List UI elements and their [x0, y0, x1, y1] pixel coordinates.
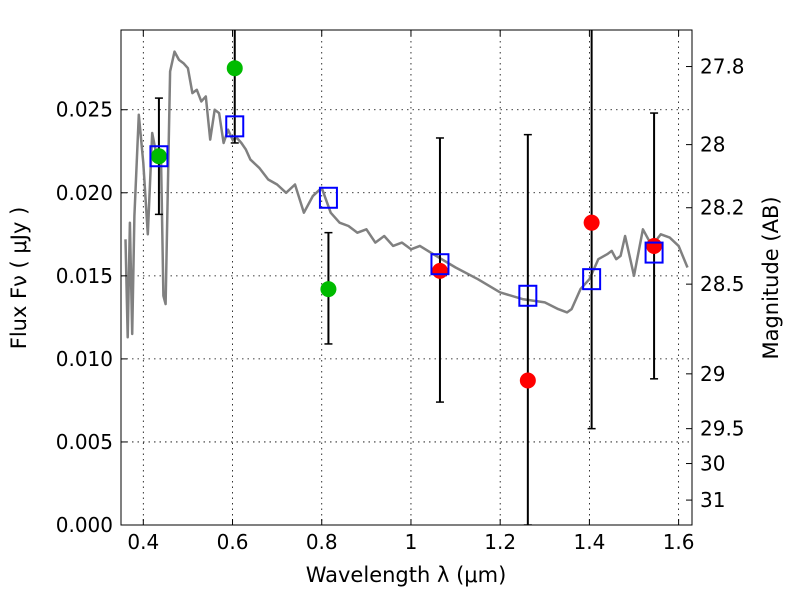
right-tick-label: 29	[700, 362, 725, 386]
synthetic-point	[430, 253, 450, 276]
y-tick-label: 0.020	[56, 181, 113, 205]
observed-point-red	[519, 372, 536, 389]
x-axis-ticks: 0.4 0.6 0.8 1 1.2 1.4 1.6	[127, 30, 695, 554]
x-tick-label: 0.8	[306, 530, 338, 554]
x-tick-label: 1.4	[573, 530, 605, 554]
right-tick-label: 28.5	[700, 272, 745, 296]
synthetic-point	[149, 145, 169, 168]
synthetic-point	[318, 186, 338, 209]
model-spectrum-line	[124, 50, 689, 339]
y-tick-label: 0.000	[56, 513, 113, 537]
observed-point-red	[583, 214, 600, 231]
observed-point-green	[150, 148, 167, 165]
right-tick-label: 27.8	[700, 55, 745, 79]
synthetic-points-layer	[149, 115, 664, 307]
x-tick-label: 1	[405, 530, 418, 554]
plot-frame	[120, 29, 693, 526]
x-tick-label: 1.6	[663, 530, 695, 554]
right-tick-label: 28.2	[700, 196, 745, 220]
x-axis-title: Wavelength λ (μm)	[306, 563, 507, 587]
right-tick-label: 30	[700, 452, 725, 476]
y-tick-label: 0.010	[56, 347, 113, 371]
synthetic-point	[518, 284, 538, 307]
observed-point-green	[320, 281, 337, 298]
y-tick-label: 0.025	[56, 98, 113, 122]
right-tick-label: 28	[700, 133, 725, 157]
y-axis-right-title: Magnitude (AB)	[759, 196, 783, 359]
synthetic-point	[582, 268, 602, 291]
observed-point-red	[646, 237, 663, 254]
x-tick-label: 0.6	[217, 530, 249, 554]
y-tick-label: 0.015	[56, 264, 113, 288]
right-tick-label: 31	[700, 488, 725, 512]
synthetic-point	[644, 241, 664, 264]
y-tick-label: 0.005	[56, 430, 113, 454]
y-axis-left-ticks: 0.000 0.005 0.010 0.015 0.020 0.025	[56, 98, 127, 537]
observed-point-red	[431, 262, 448, 279]
x-tick-label: 1.2	[484, 530, 516, 554]
synthetic-point	[225, 115, 245, 138]
x-tick-label: 0.4	[127, 530, 159, 554]
observed-point-green	[226, 60, 243, 77]
right-tick-label: 29.5	[700, 417, 745, 441]
y-axis-left-title: Flux Fν ( μJy )	[7, 207, 31, 350]
model-spectrum-layer	[124, 50, 689, 339]
y-axis-right-ticks: 27.8 28 28.2 28.5 29 29.5 30 31	[686, 55, 745, 512]
